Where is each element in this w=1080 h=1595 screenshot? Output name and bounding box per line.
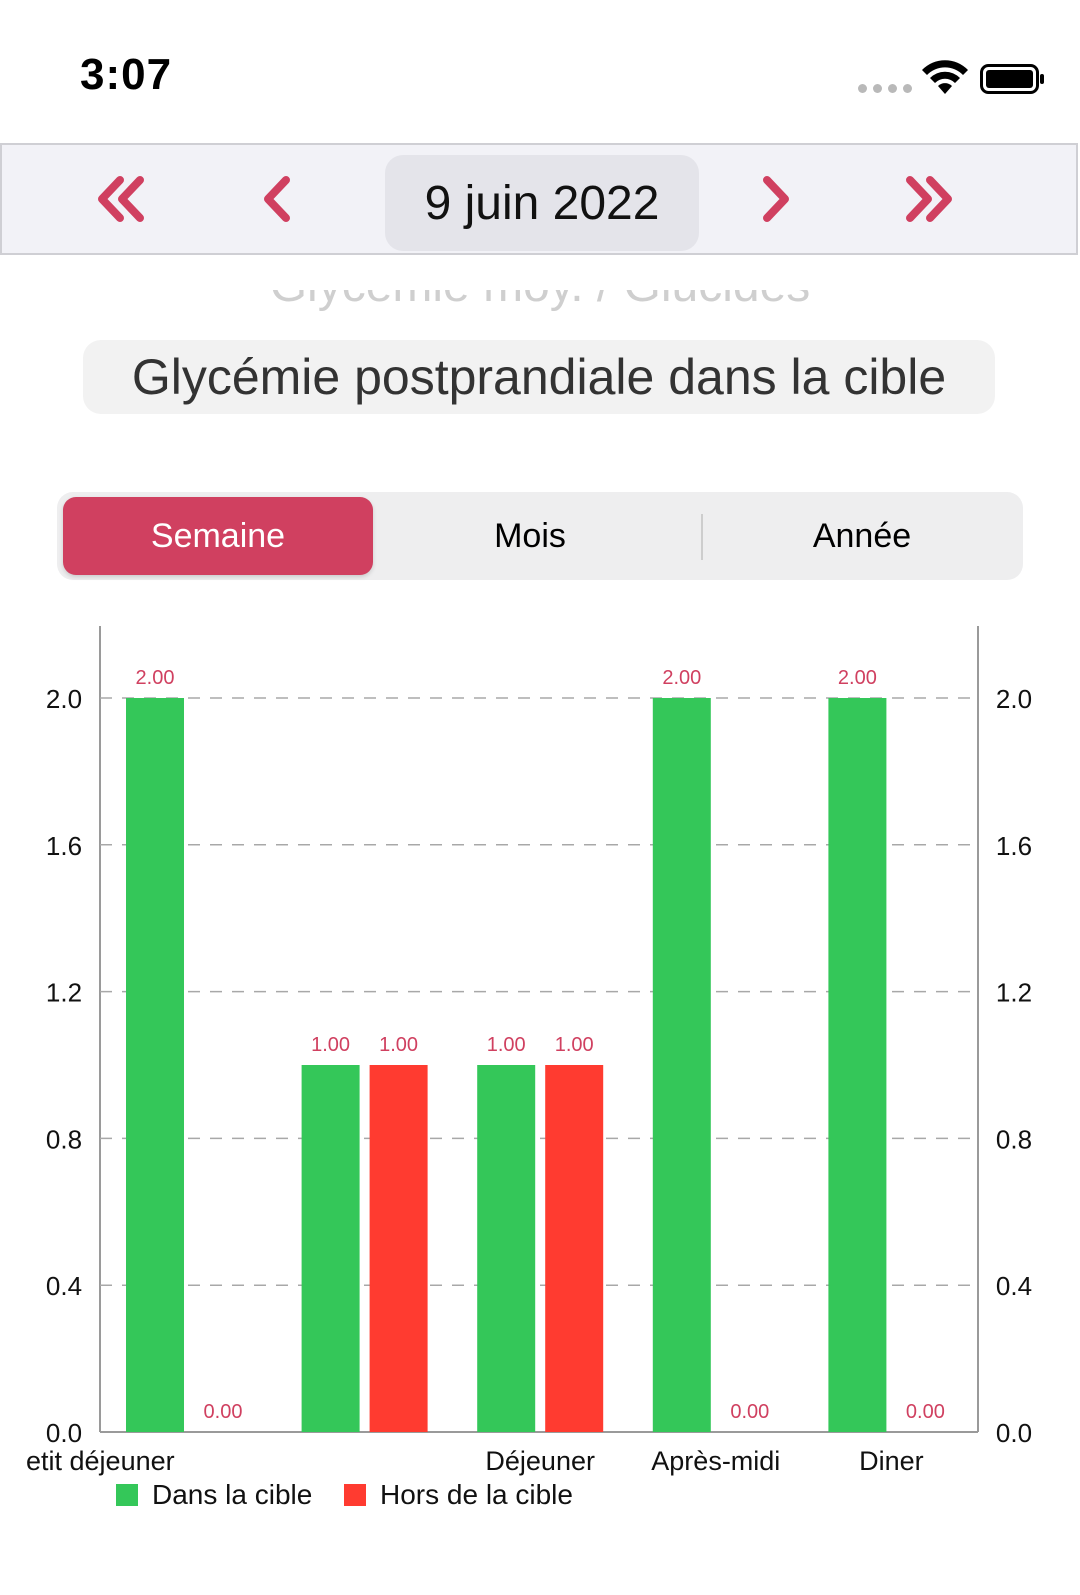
next-date-button[interactable]	[735, 159, 815, 239]
bar-value-label: 0.00	[204, 1401, 243, 1423]
right-y-tick-label: 2.0	[996, 684, 1032, 714]
last-date-button[interactable]	[888, 159, 968, 239]
bar-value-label: 0.00	[906, 1401, 945, 1423]
left-y-tick-label: 1.6	[46, 831, 82, 861]
double-chevron-right-icon	[906, 176, 952, 222]
bar-value-label: 2.00	[838, 667, 877, 689]
segment-week[interactable]: Semaine	[63, 497, 373, 575]
x-category-label: Après-midi	[651, 1446, 780, 1476]
right-y-tick-label: 0.8	[996, 1124, 1032, 1154]
segment-divider	[701, 514, 703, 560]
period-segmented-control: Semaine Mois Année	[57, 492, 1023, 580]
right-y-tick-label: 1.6	[996, 831, 1032, 861]
right-y-tick-label: 1.2	[996, 978, 1032, 1008]
bar-in-target	[828, 698, 887, 1432]
status-bar: 3:07	[0, 0, 1080, 145]
legend-swatch	[344, 1484, 366, 1506]
legend-label: Hors de la cible	[380, 1479, 573, 1510]
left-y-tick-label: 0.4	[46, 1271, 82, 1301]
bar-in-target	[652, 698, 711, 1432]
bar-value-label: 0.00	[730, 1401, 769, 1423]
chevron-right-icon	[763, 176, 789, 222]
bar-chart: 0.0 0.0 0.4 0.4 0.8 0.8 1.2 1.2 1.6 1.6 2.0 2.0 2.00…	[26, 626, 1032, 1510]
battery-icon	[980, 64, 1044, 94]
left-y-tick-label: 2.0	[46, 684, 82, 714]
legend-swatch	[116, 1484, 138, 1506]
status-time: 3:07	[80, 50, 173, 99]
bar-in-target	[126, 698, 184, 1432]
x-category-label: Diner	[859, 1446, 924, 1476]
cellular-signal-icon	[858, 84, 912, 93]
bar-out-target	[545, 1065, 604, 1432]
bar-value-label: 1.00	[555, 1034, 594, 1056]
left-y-tick-label: 0.0	[46, 1418, 82, 1448]
bar-in-target	[477, 1065, 536, 1432]
x-category-label: Déjeuner	[485, 1446, 595, 1476]
double-chevron-left-icon	[98, 176, 144, 222]
right-y-tick-label: 0.0	[996, 1418, 1032, 1448]
x-category-label: etit déjeuner	[26, 1446, 175, 1476]
right-y-tick-label: 0.4	[996, 1271, 1032, 1301]
first-date-button[interactable]	[82, 159, 162, 239]
segment-month[interactable]: Mois	[494, 516, 566, 555]
bar-value-label: 2.00	[136, 667, 175, 689]
bar-value-label: 1.00	[311, 1034, 350, 1056]
date-picker-button[interactable]: 9 juin 2022	[385, 155, 699, 251]
bar-value-label: 1.00	[487, 1034, 526, 1056]
left-y-tick-label: 1.2	[46, 978, 82, 1008]
chart-title-selector[interactable]: Glycémie postprandiale dans la cible	[83, 340, 995, 414]
previous-date-button[interactable]	[238, 159, 318, 239]
bar-value-label: 2.00	[662, 667, 701, 689]
bar-in-target	[301, 1065, 360, 1432]
bar-value-label: 1.00	[379, 1034, 418, 1056]
chevron-left-icon	[264, 176, 290, 222]
previous-chart-title[interactable]: Glycémie moy. / Glucides	[0, 290, 1080, 330]
date-navigation-bar: 9 juin 2022	[0, 143, 1078, 255]
wifi-icon	[922, 60, 968, 94]
segment-year[interactable]: Année	[812, 516, 912, 555]
bar-out-target	[369, 1065, 428, 1432]
legend-label: Dans la cible	[152, 1479, 312, 1510]
left-y-tick-label: 0.8	[46, 1124, 82, 1154]
